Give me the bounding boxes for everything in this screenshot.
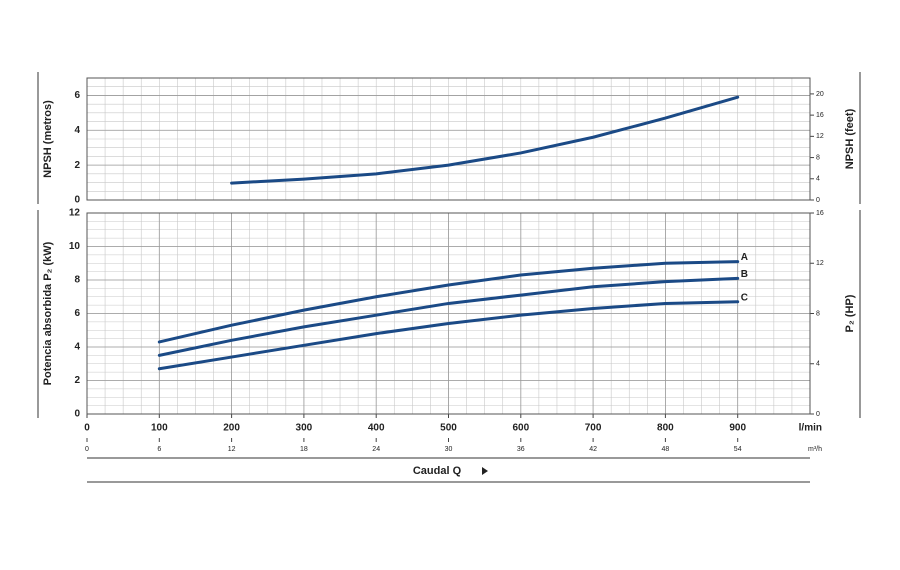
curve xyxy=(157,300,740,371)
curve xyxy=(157,260,740,344)
y2-tick-label: 4 xyxy=(816,361,820,368)
arrow-icon xyxy=(482,467,488,475)
curve xyxy=(157,276,740,357)
x2-tick-label: 6 xyxy=(157,446,161,453)
y-tick-label: 6 xyxy=(74,90,80,101)
y2-tick-label: 12 xyxy=(816,133,824,140)
y2-tick-label: 20 xyxy=(816,91,824,98)
x-tick-label: 100 xyxy=(151,423,168,434)
plot-frame xyxy=(86,212,811,415)
y-tick-label: 4 xyxy=(74,125,80,136)
y-tick-label: 2 xyxy=(74,160,80,171)
y-tick-label: 8 xyxy=(74,275,80,286)
y2-axis-label: NPSH (feet) xyxy=(844,108,856,169)
x2-tick-label: 24 xyxy=(372,446,380,453)
curve xyxy=(230,95,740,185)
y-tick-label: 12 xyxy=(69,208,81,219)
x-unit-label: l/min xyxy=(799,423,822,434)
y2-tick-label: 16 xyxy=(816,210,824,217)
x2-tick-label: 42 xyxy=(589,446,597,453)
x2-tick-label: 36 xyxy=(517,446,525,453)
x-tick-label: 600 xyxy=(512,423,529,434)
y2-axis-label: P₂ (HP) xyxy=(844,294,856,332)
x-axis-label: Caudal Q xyxy=(413,465,462,477)
x-tick-label: 900 xyxy=(729,423,746,434)
x-tick-label: 800 xyxy=(657,423,674,434)
plot-frame xyxy=(86,77,811,201)
x2-unit-label: m³/h xyxy=(808,446,822,453)
y2-tick-label: 4 xyxy=(816,176,820,183)
y2-tick-label: 8 xyxy=(816,310,820,317)
x2-tick-label: 18 xyxy=(300,446,308,453)
y-tick-label: 6 xyxy=(74,308,80,319)
y-tick-label: 10 xyxy=(69,241,81,252)
x-tick-label: 700 xyxy=(585,423,602,434)
x-tick-label: 0 xyxy=(84,423,90,434)
y2-tick-label: 16 xyxy=(816,112,824,119)
y-tick-label: 2 xyxy=(74,375,80,386)
x-tick-label: 300 xyxy=(296,423,313,434)
y-tick-label: 0 xyxy=(74,409,80,420)
y-axis-label: NPSH (metros) xyxy=(42,100,54,178)
x-tick-label: 200 xyxy=(223,423,240,434)
x-tick-label: 400 xyxy=(368,423,385,434)
y2-tick-label: 0 xyxy=(816,411,820,418)
x2-tick-label: 30 xyxy=(445,446,453,453)
y-tick-label: 0 xyxy=(74,195,80,206)
y-tick-label: 4 xyxy=(74,342,80,353)
x2-tick-label: 54 xyxy=(734,446,742,453)
y-axis-label: Potencia absorbida P₂ (kW) xyxy=(42,241,54,385)
x2-tick-label: 48 xyxy=(662,446,670,453)
x2-tick-label: 12 xyxy=(228,446,236,453)
x2-tick-label: 0 xyxy=(85,446,89,453)
series-label: C xyxy=(741,292,748,303)
x-tick-label: 500 xyxy=(440,423,457,434)
series-label: B xyxy=(741,269,748,280)
y2-tick-label: 12 xyxy=(816,260,824,267)
y2-tick-label: 0 xyxy=(816,197,820,204)
series-label: A xyxy=(741,252,748,263)
y2-tick-label: 8 xyxy=(816,154,820,161)
